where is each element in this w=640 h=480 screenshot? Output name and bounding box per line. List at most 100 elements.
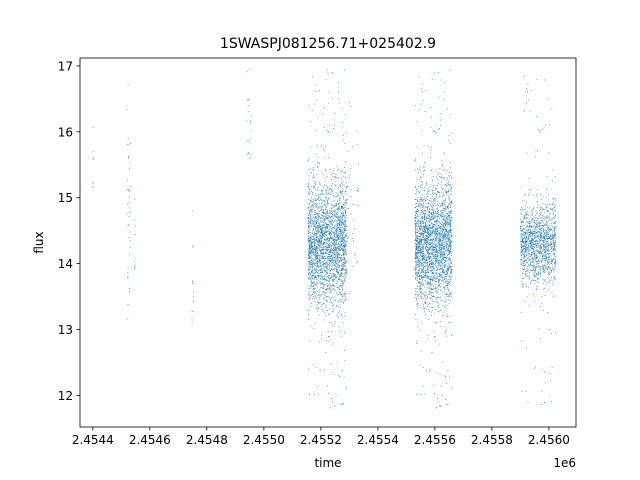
data-point — [419, 244, 420, 246]
data-point — [342, 237, 343, 239]
data-point — [439, 285, 440, 287]
data-point — [423, 230, 424, 232]
data-point — [344, 261, 346, 263]
data-point — [319, 369, 321, 371]
data-point — [432, 223, 434, 225]
data-point — [430, 243, 431, 245]
data-point — [449, 251, 451, 253]
data-point — [133, 260, 135, 262]
data-point — [427, 276, 428, 278]
data-point — [333, 301, 335, 303]
data-point — [332, 243, 334, 245]
data-point — [328, 157, 329, 158]
data-point — [446, 293, 447, 295]
data-point — [441, 394, 443, 396]
data-point — [330, 221, 331, 222]
data-point — [313, 186, 314, 188]
data-point — [447, 274, 449, 276]
data-point — [330, 259, 332, 261]
data-point — [443, 272, 445, 273]
data-point — [426, 241, 428, 243]
data-point — [307, 191, 309, 193]
data-point — [419, 247, 421, 249]
data-point — [450, 220, 452, 222]
data-point — [439, 405, 441, 406]
data-point — [335, 394, 337, 396]
data-point — [313, 224, 315, 226]
data-point — [308, 252, 310, 254]
data-point — [438, 249, 440, 251]
data-point — [429, 224, 431, 226]
data-point — [431, 243, 433, 245]
data-point — [127, 84, 129, 86]
data-point — [330, 228, 332, 230]
data-point — [318, 222, 319, 224]
data-point — [437, 174, 439, 176]
data-point — [448, 189, 449, 191]
data-point — [348, 236, 349, 238]
data-point — [441, 243, 443, 245]
data-point — [428, 371, 430, 373]
data-point — [308, 251, 310, 253]
data-point — [313, 177, 315, 179]
data-point — [445, 191, 447, 193]
data-point — [416, 272, 417, 274]
data-point — [335, 229, 337, 231]
data-point — [417, 302, 419, 304]
data-point — [318, 280, 320, 282]
data-point — [447, 190, 449, 192]
data-point — [433, 235, 434, 237]
data-point — [437, 220, 438, 222]
data-point — [417, 303, 419, 305]
data-point — [337, 225, 339, 227]
data-point — [343, 229, 345, 231]
data-point — [332, 265, 334, 267]
data-point — [327, 287, 328, 289]
data-point — [431, 307, 433, 308]
data-point — [249, 142, 251, 144]
data-point — [337, 169, 338, 171]
data-point — [450, 262, 452, 264]
data-point — [312, 266, 314, 267]
data-point — [439, 234, 441, 236]
data-point — [326, 272, 327, 273]
data-point — [312, 275, 313, 277]
data-point — [318, 207, 320, 209]
data-point — [322, 256, 323, 258]
data-point — [435, 216, 437, 218]
data-point — [430, 228, 432, 230]
data-point — [430, 245, 432, 247]
data-point — [329, 251, 331, 252]
data-point — [328, 321, 330, 323]
data-point — [322, 230, 324, 231]
data-point — [434, 259, 436, 261]
data-point — [333, 405, 335, 407]
data-point — [431, 257, 433, 259]
data-point — [337, 229, 339, 231]
data-point — [314, 275, 316, 277]
data-point — [318, 264, 320, 266]
data-point — [439, 269, 440, 271]
data-point — [329, 233, 331, 234]
data-point — [340, 245, 342, 246]
data-point — [419, 288, 421, 290]
data-point — [325, 197, 327, 199]
data-point — [431, 227, 433, 229]
data-point — [329, 233, 330, 235]
data-point — [440, 276, 442, 278]
data-point — [339, 190, 341, 192]
data-point — [442, 225, 444, 227]
data-point — [418, 246, 420, 248]
data-point — [322, 263, 324, 265]
data-point — [335, 246, 336, 248]
data-point — [444, 153, 445, 155]
data-point — [338, 264, 339, 266]
data-point — [329, 249, 331, 251]
data-point — [318, 235, 320, 237]
data-point — [432, 217, 434, 219]
data-point — [438, 225, 440, 227]
data-point — [322, 253, 324, 255]
data-point — [325, 234, 327, 236]
data-point — [327, 213, 329, 215]
data-point — [334, 250, 336, 251]
